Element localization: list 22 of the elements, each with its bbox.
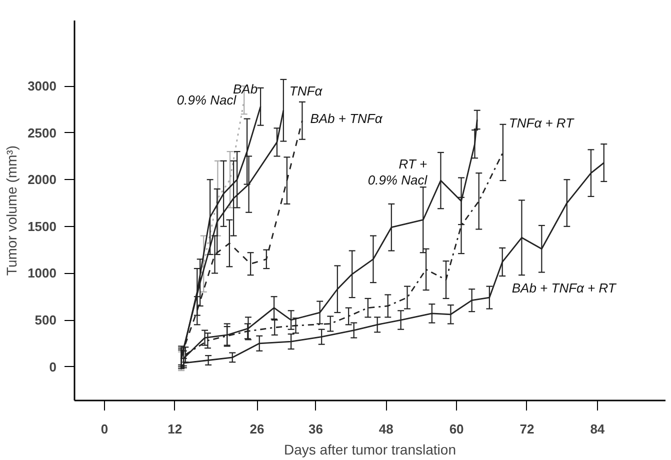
series-label: TNFα [289,83,323,98]
x-tick-label: 72 [520,422,534,436]
x-axis-title: Days after tumor translation [284,442,456,458]
y-tick-label: 1000 [28,266,56,281]
y-tick-label: 3000 [28,78,56,94]
y-tick-label: 500 [34,312,57,328]
x-tick-label: 36 [308,422,323,436]
x-tick-label: 12 [168,422,182,436]
y-tick-label: 2000 [28,172,56,188]
x-tick-label: 84 [590,422,606,436]
series-label: BAb + TNFα + RT [512,280,617,296]
y-tick-label: 1500 [28,218,56,234]
y-tick-label: 2500 [28,125,56,140]
x-tick-label: 0 [100,422,108,436]
x-tick-label: 48 [378,422,394,436]
x-tick-label: 26 [250,422,264,436]
y-axis-title: Tumor volume (mm³) [4,145,20,276]
series-label: RT + 0.9% Nacl [368,156,428,188]
y-tick-label: 0 [49,359,57,374]
x-tick-label: 60 [449,422,464,436]
series-label: TNFα + RT [508,115,575,130]
series-label: BAb + TNFα [310,111,383,126]
